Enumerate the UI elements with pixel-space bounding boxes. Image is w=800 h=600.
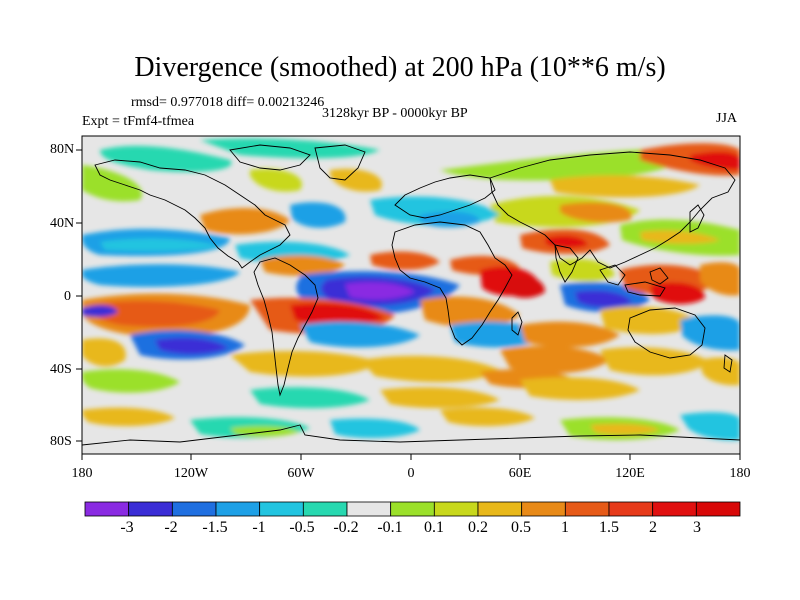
lon-label-120w: 120W (173, 466, 209, 481)
colorbar-swatch (171, 501, 217, 517)
lon-ticks (81, 454, 741, 460)
colorbar-swatch (302, 501, 348, 517)
stats-text: rmsd= 0.977018 diff= 0.00213246 (131, 95, 325, 110)
lat-label-40s: 40S (50, 362, 72, 377)
colorbar-label: 1 (561, 519, 569, 536)
divergence-field (82, 138, 740, 446)
lat-label-40n: 40N (50, 216, 75, 231)
colorbar-label: -3 (120, 519, 134, 536)
lat-label-eq: 0 (64, 289, 71, 304)
lon-label-0: 0 (407, 466, 415, 481)
colorbar-swatch (608, 501, 654, 517)
experiment-text: Expt = tFmf4-tfmea (82, 114, 195, 129)
lat-label-80s: 80S (50, 434, 72, 449)
colorbar-swatch (259, 501, 304, 517)
period-text: 3128kyr BP - 0000kyr BP (322, 106, 468, 121)
colorbar-swatch (695, 501, 741, 517)
colorbar-swatch (128, 501, 173, 517)
colorbar-swatch (390, 501, 435, 517)
lon-label-120e: 120E (615, 466, 645, 481)
colorbar-label: -0.1 (377, 519, 403, 536)
colorbar-label: -2 (164, 519, 178, 536)
colorbar-label: 0.5 (511, 519, 531, 536)
colorbar-label: -0.2 (333, 519, 359, 536)
colorbar-label: 1.5 (599, 519, 619, 536)
map-title: Divergence (smoothed) at 200 hPa (10**6 … (134, 52, 666, 83)
colorbar-label: -0.5 (289, 519, 315, 536)
colorbar-label: 0.2 (468, 519, 488, 536)
lon-label-180w: 180 (71, 466, 93, 481)
colorbar-label: -1 (252, 519, 266, 536)
lat-ticks (76, 149, 82, 442)
colorbar-label: 0.1 (424, 519, 444, 536)
colorbar-swatch (477, 501, 523, 517)
season-label: JJA (716, 111, 738, 126)
lon-label-60e: 60E (508, 466, 532, 481)
colorbar-label: 2 (649, 519, 657, 536)
coastlines (82, 144, 740, 446)
colorbar-swatch (564, 501, 610, 517)
lat-label-80n: 80N (50, 142, 75, 157)
colorbar-swatch (84, 501, 130, 517)
colorbar (84, 501, 741, 517)
colorbar-swatch (521, 501, 566, 517)
lon-label-180e: 180 (729, 466, 751, 481)
colorbar-label: 3 (693, 519, 701, 536)
colorbar-swatch (433, 501, 479, 517)
lon-label-60w: 60W (287, 466, 315, 481)
colorbar-label: -1.5 (202, 519, 228, 536)
colorbar-swatch (652, 501, 697, 517)
colorbar-swatch (215, 501, 261, 517)
colorbar-swatch (346, 501, 392, 517)
